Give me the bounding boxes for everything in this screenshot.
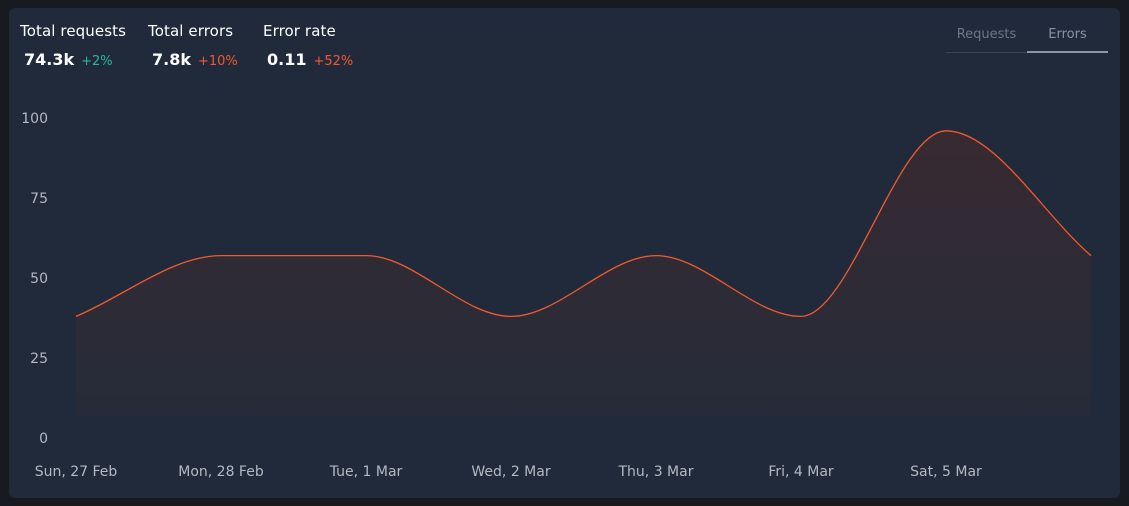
x-tick-label: Fri, 4 Mar <box>768 464 834 480</box>
x-tick-label: Sun, 27 Feb <box>35 464 118 480</box>
stat-total-errors: Total errors 7.8k +10% <box>148 22 238 69</box>
series-line <box>75 130 1092 318</box>
y-tick-label: 75 <box>30 191 48 207</box>
data-point[interactable] <box>795 310 807 322</box>
tab-requests[interactable]: Requests <box>956 27 1017 42</box>
tab-errors[interactable]: Errors <box>1027 24 1108 53</box>
y-tick-label: 25 <box>30 351 48 367</box>
stat-value: 7.8k <box>152 50 191 69</box>
data-point[interactable] <box>1085 250 1097 262</box>
x-tick-label: Sat, 5 Mar <box>910 464 982 480</box>
data-point[interactable] <box>650 250 662 262</box>
data-point[interactable] <box>940 125 952 137</box>
stat-label: Total errors <box>148 22 234 40</box>
stat-error-rate: Error rate 0.11 +52% <box>263 22 353 69</box>
x-tick-label: Tue, 1 Mar <box>329 464 403 480</box>
stat-delta: +10% <box>197 54 238 69</box>
x-tick-label: Mon, 28 Feb <box>178 464 264 480</box>
stat-label: Error rate <box>263 22 336 40</box>
stat-label: Total requests <box>20 22 127 40</box>
stat-delta: +2% <box>81 54 113 69</box>
y-tick-label: 50 <box>30 271 48 287</box>
data-point[interactable] <box>360 250 372 262</box>
y-tick-label: 100 <box>21 111 48 127</box>
stat-delta: +52% <box>313 54 354 69</box>
stat-value: 0.11 <box>267 50 307 69</box>
data-point[interactable] <box>215 250 227 262</box>
series-area <box>76 130 1091 416</box>
chart-panel: Total requests 74.3k +2% Total errors 7.… <box>9 8 1120 498</box>
errors-area-chart: 0 25 50 75 100 Sun, 27 Feb Mon, 28 Feb Tue, 1 … <box>21 111 1097 480</box>
stat-total-requests: Total requests 74.3k +2% <box>20 22 126 69</box>
y-tick-label: 0 <box>39 431 48 447</box>
data-point[interactable] <box>70 310 82 322</box>
data-point[interactable] <box>505 310 517 322</box>
x-tick-label: Thu, 3 Mar <box>618 464 694 480</box>
stat-value: 74.3k <box>24 50 75 69</box>
chart-tabs: Requests Errors <box>946 24 1108 53</box>
x-tick-label: Wed, 2 Mar <box>471 464 550 480</box>
